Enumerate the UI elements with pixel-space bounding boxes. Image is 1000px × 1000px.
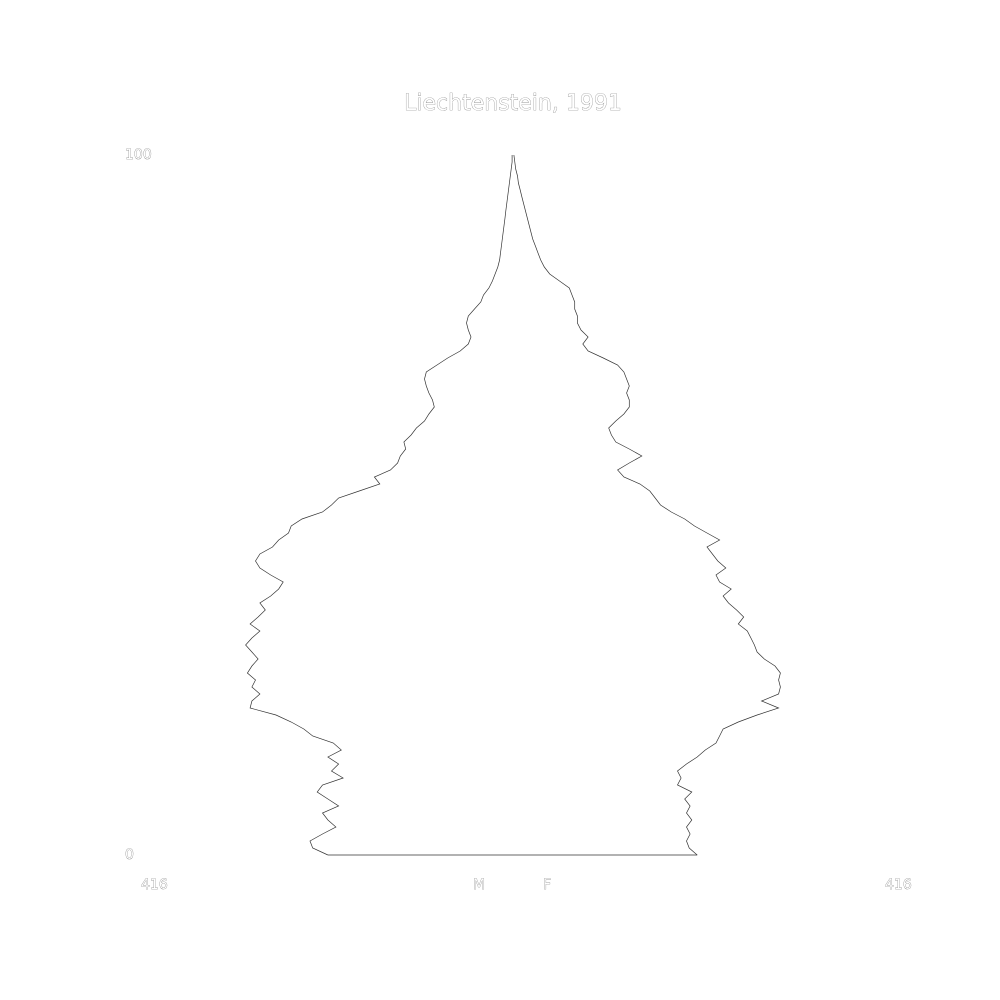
legend-label: F <box>543 877 551 893</box>
population-outline <box>513 154 781 856</box>
x-tick-label: 416 <box>141 877 168 893</box>
y-tick-label: 0 <box>125 847 134 863</box>
y-tick-label: 100 <box>125 147 152 163</box>
legend-label: M <box>473 877 485 893</box>
population-outline <box>245 155 513 856</box>
chart-title: Liechtenstein, 1991 <box>404 91 622 116</box>
x-tick-label: 416 <box>885 877 912 893</box>
